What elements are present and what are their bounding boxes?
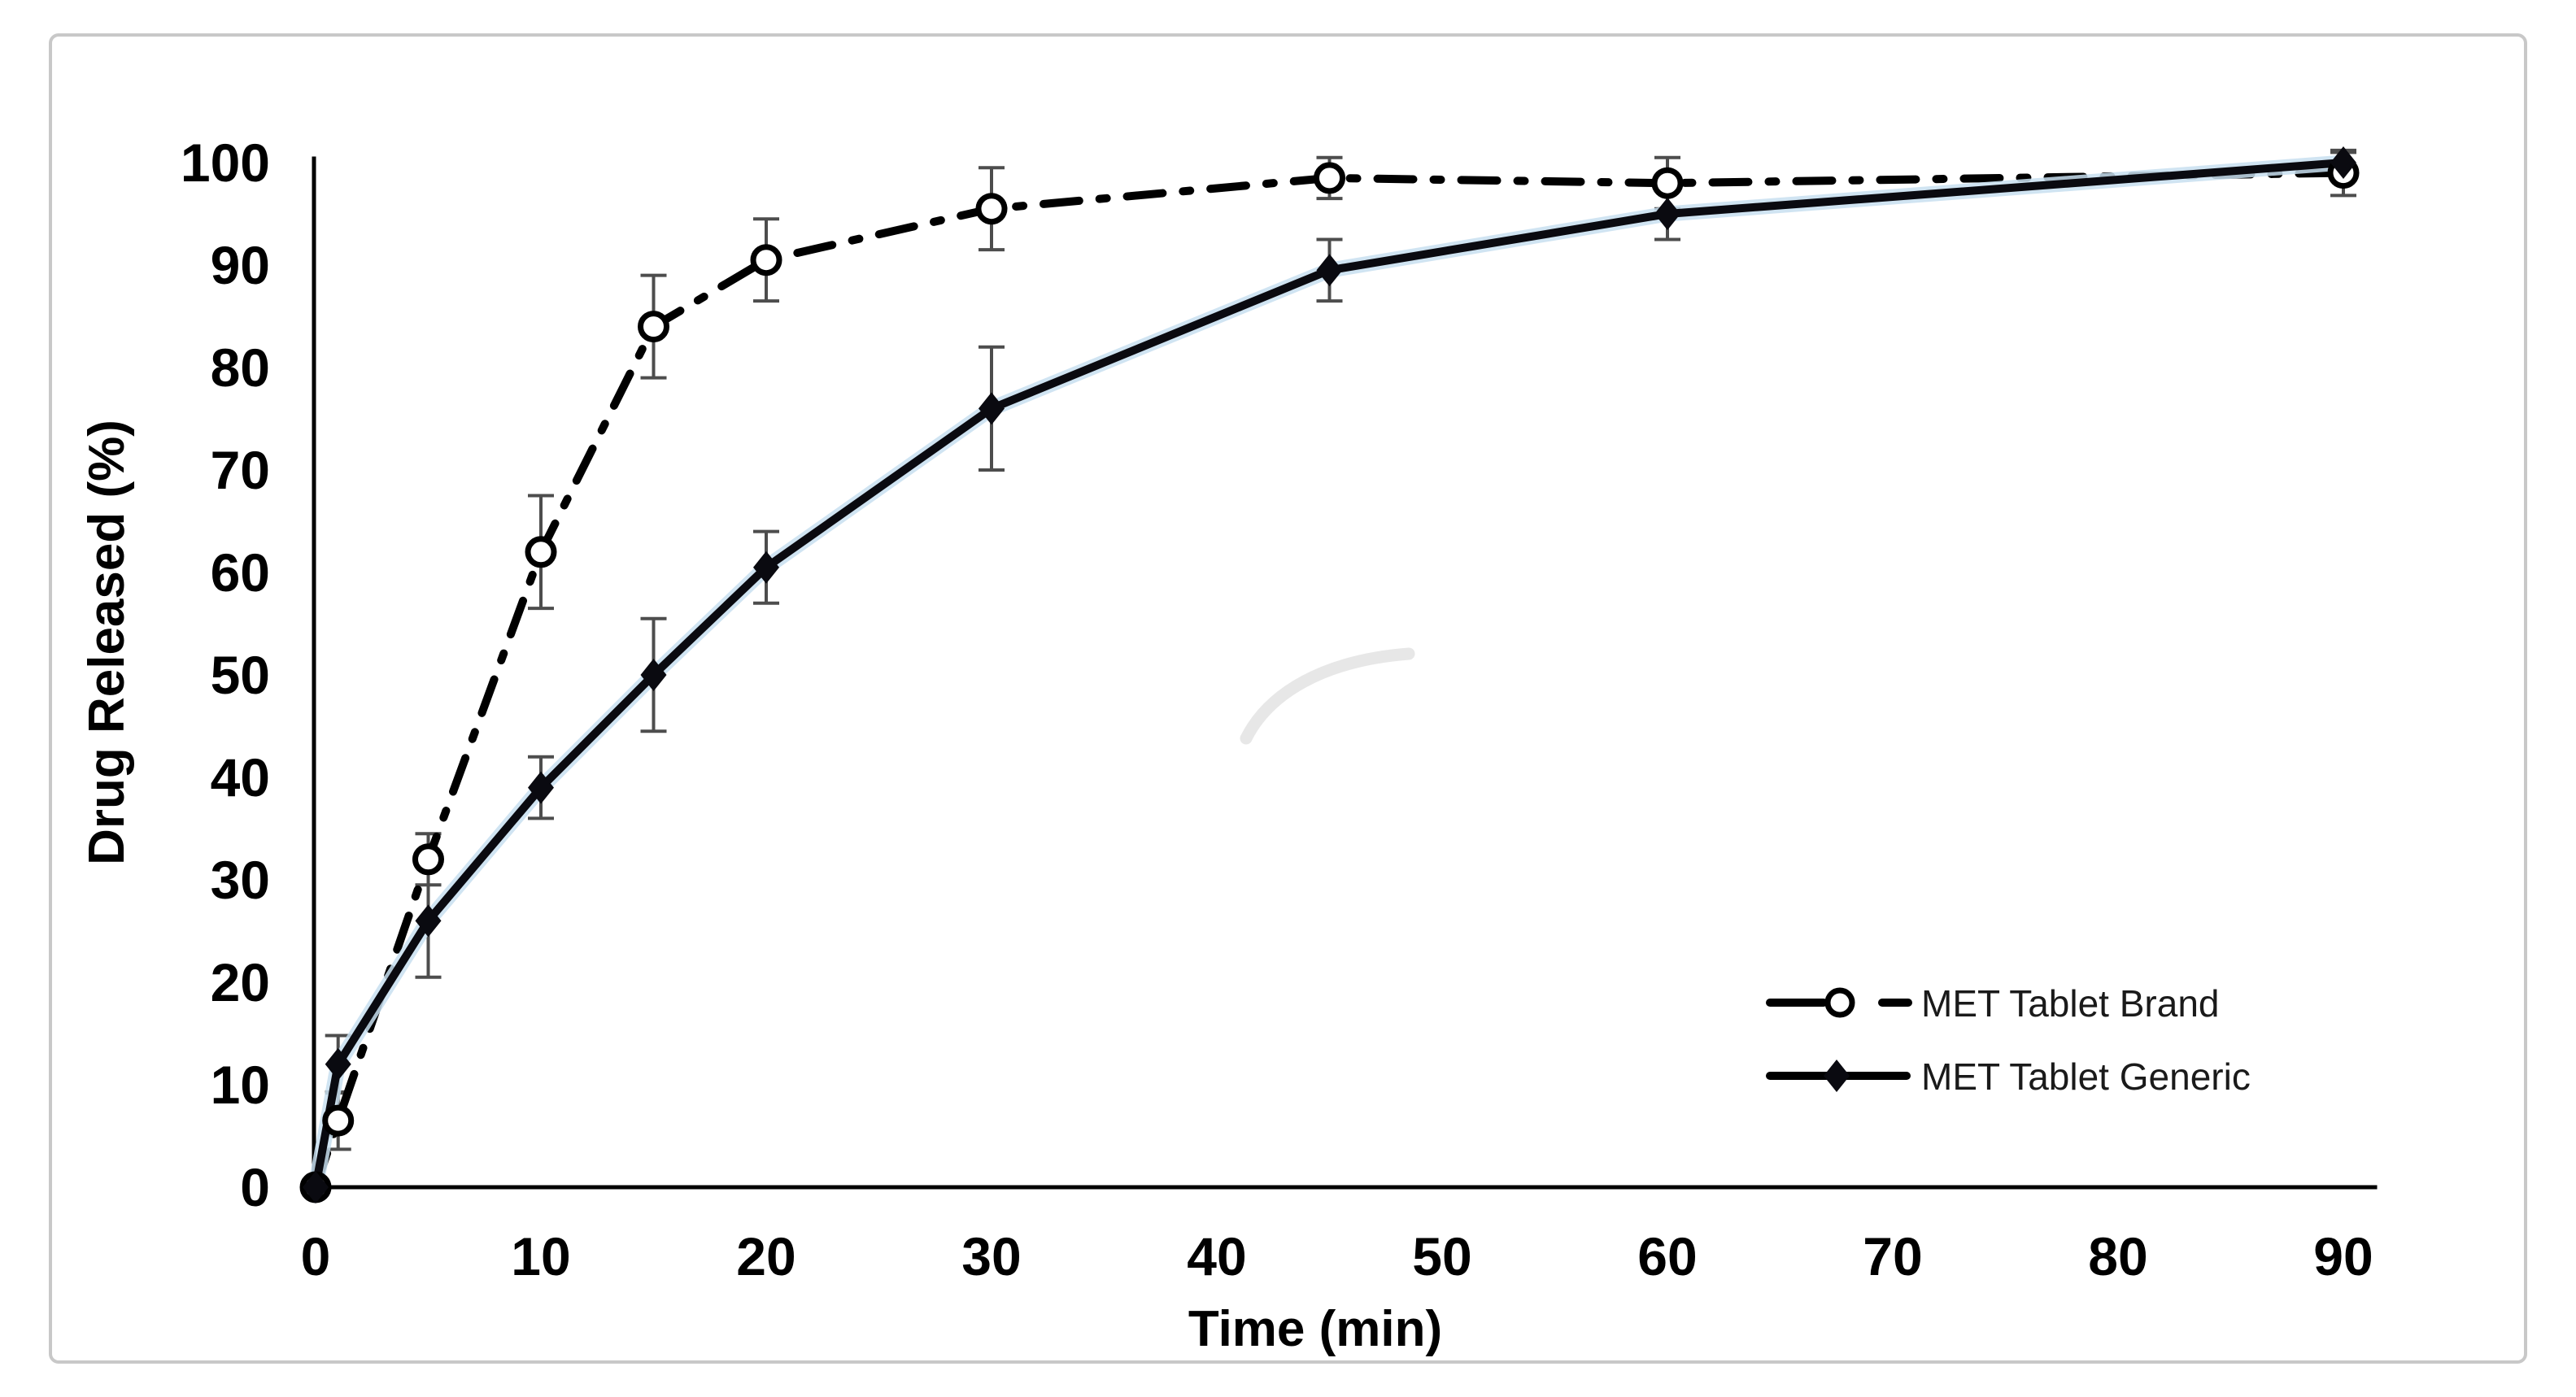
x-tick-label: 20 <box>736 1226 795 1286</box>
markers-brand <box>299 157 2360 1203</box>
x-tick-label: 60 <box>1637 1226 1697 1286</box>
data-point-generic-diamond <box>640 659 667 691</box>
markers-generic <box>303 146 2356 1203</box>
x-tick-label: 40 <box>1187 1226 1246 1286</box>
x-tick-label: 30 <box>961 1226 1021 1286</box>
data-point-generic-diamond <box>1316 254 1343 287</box>
legend: MET Tablet Brand MET Tablet Generic <box>1766 982 2251 1098</box>
y-axis-tick-labels: 0 10 20 30 40 50 60 70 80 90 100 <box>181 133 270 1217</box>
data-point-brand-circle <box>975 193 1008 225</box>
figure-border <box>49 33 2527 1364</box>
y-tick-label: 80 <box>211 337 270 398</box>
data-point-generic-diamond <box>303 1171 329 1203</box>
y-tick-label: 0 <box>240 1157 270 1217</box>
data-point-generic-diamond <box>1654 198 1680 230</box>
data-point-brand-circle <box>412 843 444 876</box>
y-tick-label: 10 <box>211 1055 270 1115</box>
data-point-generic-diamond <box>528 771 554 804</box>
series-line-brand <box>312 168 2347 1191</box>
data-point-brand-circle <box>750 244 782 276</box>
series-line-generic <box>312 159 2344 1188</box>
x-axis-tick-labels: 0 10 20 30 40 50 60 70 80 90 <box>301 1226 2373 1286</box>
error-bars-generic <box>325 150 2356 1095</box>
x-tick-label: 80 <box>2088 1226 2147 1286</box>
x-tick-label: 70 <box>1863 1226 1922 1286</box>
y-tick-label: 20 <box>211 952 270 1012</box>
data-point-generic-diamond <box>325 1047 351 1081</box>
legend-label-generic: MET Tablet Generic <box>1921 1055 2251 1098</box>
y-tick-label: 30 <box>211 850 270 910</box>
y-tick-label: 50 <box>211 645 270 705</box>
y-tick-label: 70 <box>211 440 270 500</box>
x-tick-label: 90 <box>2313 1226 2373 1286</box>
y-tick-label: 90 <box>211 235 270 295</box>
data-point-generic-diamond <box>2330 146 2356 179</box>
x-tick-label: 10 <box>511 1226 570 1286</box>
y-tick-label: 40 <box>211 747 270 807</box>
data-point-brand-circle <box>638 311 669 343</box>
legend-label-brand: MET Tablet Brand <box>1921 982 2220 1025</box>
x-tick-label: 0 <box>301 1226 331 1286</box>
data-point-brand-circle <box>322 1104 355 1137</box>
data-point-generic-diamond <box>415 904 442 938</box>
data-point-generic-diamond <box>753 551 779 584</box>
data-point-brand-circle <box>1651 167 1684 199</box>
legend-entry-brand: MET Tablet Brand <box>1766 982 2220 1025</box>
y-tick-label: 100 <box>181 133 270 193</box>
legend-brand-circle-marker <box>1824 987 1855 1018</box>
x-axis-title: Time (min) <box>1188 1301 1442 1357</box>
y-tick-label: 60 <box>211 542 270 603</box>
data-point-brand-circle <box>525 536 557 568</box>
legend-entry-generic: MET Tablet Generic <box>1766 1055 2251 1098</box>
watermark-arc <box>1240 647 1415 745</box>
data-point-brand-circle <box>1314 162 1345 194</box>
x-tick-label: 50 <box>1412 1226 1471 1286</box>
plot-area <box>299 146 2360 1203</box>
legend-generic-diamond-marker <box>1824 1060 1850 1092</box>
y-axis-title: Drug Released (%) <box>79 420 135 865</box>
data-point-generic-diamond <box>979 392 1005 425</box>
